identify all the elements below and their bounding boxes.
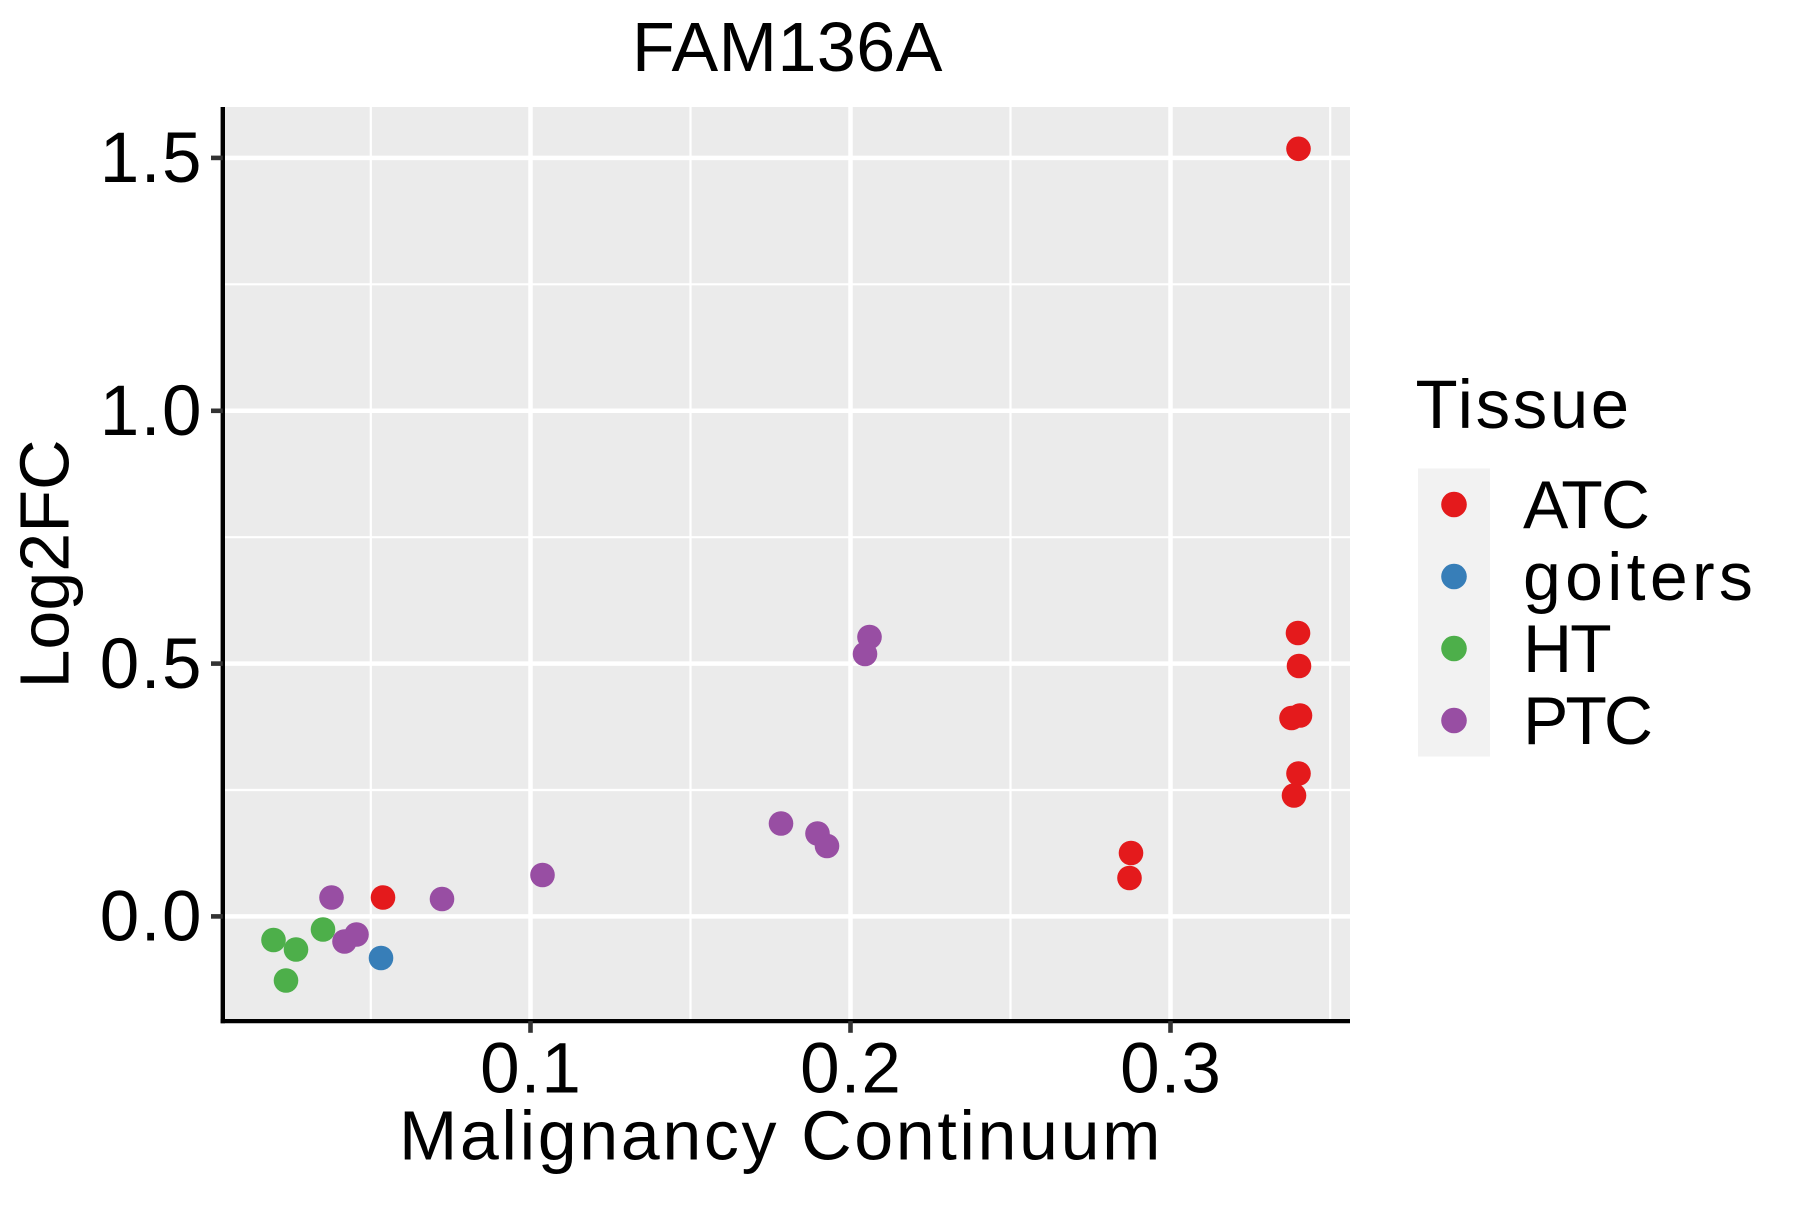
svg-text:PTC: PTC xyxy=(1523,683,1651,759)
svg-text:1.5: 1.5 xyxy=(100,119,203,198)
svg-text:0.2: 0.2 xyxy=(800,1029,902,1108)
svg-text:Malignancy Continuum: Malignancy Continuum xyxy=(399,1096,1163,1174)
svg-text:FAM136A: FAM136A xyxy=(632,8,943,86)
svg-text:1.0: 1.0 xyxy=(100,372,203,451)
svg-text:0.1: 0.1 xyxy=(480,1029,582,1108)
svg-text:Log2FC: Log2FC xyxy=(6,439,84,688)
svg-text:ATC: ATC xyxy=(1523,467,1648,543)
svg-text:0.0: 0.0 xyxy=(100,878,203,957)
svg-text:goiters: goiters xyxy=(1523,539,1757,615)
svg-text:Tissue: Tissue xyxy=(1416,366,1632,443)
svg-text:HT: HT xyxy=(1523,611,1610,687)
svg-text:0.3: 0.3 xyxy=(1120,1029,1222,1108)
svg-text:0.5: 0.5 xyxy=(100,625,203,704)
